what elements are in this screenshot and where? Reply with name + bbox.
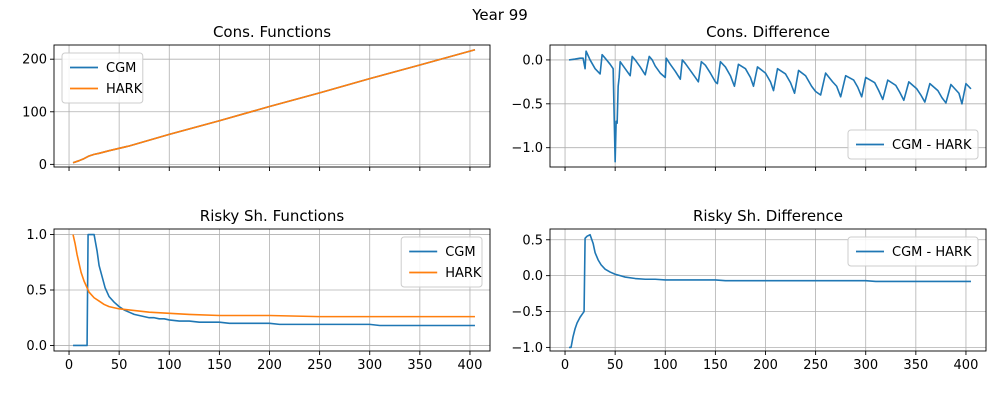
- risky-sh-functions-series-hark: [72, 234, 475, 318]
- cons-difference-ytick-label: 0.0: [522, 53, 543, 68]
- cons-functions-axes-frame: [53, 44, 491, 168]
- cons-difference-ytick-label: −1.0: [511, 141, 543, 156]
- cons-functions-series-hark: [72, 48, 476, 164]
- cons-difference-ytick-label: −0.5: [511, 97, 543, 112]
- risky-sh-functions-xtick-label: 350: [407, 358, 432, 373]
- risky-sh-functions-legend: CGM HARK: [400, 236, 483, 288]
- risky-sh-difference-xtick-label: 250: [803, 358, 828, 373]
- risky-sh-difference-xtick: 400: [954, 351, 979, 373]
- cons-difference-ytick: −1.0: [511, 141, 550, 156]
- figure-suptitle: Year 99: [471, 6, 528, 24]
- cons-functions-ytick-label: 200: [22, 53, 47, 68]
- risky-sh-functions-ytick: 1.0: [26, 228, 54, 243]
- risky-sh-functions-xtick-label: 200: [257, 358, 282, 373]
- risky-sh-functions-xtick: 200: [257, 351, 282, 373]
- risky-sh-difference-xtick-label: 100: [653, 358, 678, 373]
- cons-difference-ytick: −0.5: [511, 97, 550, 112]
- risky-sh-functions-xtick-label: 50: [111, 358, 128, 373]
- risky-sh-difference-xtick: 250: [803, 351, 828, 373]
- risky-sh-difference-title: Risky Sh. Difference: [693, 207, 843, 225]
- risky-sh-functions-xtick: 100: [157, 351, 182, 373]
- risky-sh-functions-xtick: 0: [65, 351, 73, 373]
- risky-sh-difference-xtick: 300: [853, 351, 878, 373]
- risky-sh-functions-title: Risky Sh. Functions: [200, 207, 345, 225]
- cons-difference-legend-box: [847, 129, 979, 160]
- risky-sh-functions-ytick: 0.5: [26, 284, 54, 299]
- risky-sh-functions-legend-label: CGM: [445, 245, 475, 260]
- risky-sh-difference-panel: 0 50 100 150 200 250 300 350 400 0.5 0.0 −0.5 −1.0 Ri…: [511, 207, 987, 373]
- risky-sh-functions-xtick-label: 100: [157, 358, 182, 373]
- risky-sh-difference-ytick: 0.0: [522, 269, 550, 284]
- risky-sh-difference-xtick: 0: [561, 351, 569, 373]
- risky-sh-functions-xtick: 300: [357, 351, 382, 373]
- risky-sh-functions-panel: 0 50 100 150 200 250 300 350 400 0.0 0.5 1.0 Risky S…: [26, 207, 491, 373]
- risky-sh-difference-legend-box: [847, 236, 979, 267]
- risky-sh-difference-xtick: 150: [703, 351, 728, 373]
- risky-sh-functions-xtick-label: 250: [307, 358, 332, 373]
- risky-sh-functions-xtick: 400: [458, 351, 483, 373]
- cons-functions-legend-label: HARK: [106, 82, 143, 97]
- cons-difference-legend-label: CGM - HARK: [892, 138, 972, 153]
- cons-functions-title: Cons. Functions: [213, 23, 331, 41]
- risky-sh-functions-series-cgm: [73, 233, 475, 347]
- risky-sh-difference-ytick-label: 0.5: [522, 233, 543, 248]
- risky-sh-difference-xtick-label: 150: [703, 358, 728, 373]
- risky-sh-functions-ytick-label: 0.0: [26, 339, 47, 354]
- risky-sh-difference-xtick-label: 0: [561, 358, 569, 373]
- cons-difference-title: Cons. Difference: [706, 23, 830, 41]
- cons-functions-ytick: 0: [39, 158, 54, 173]
- risky-sh-functions-xtick: 250: [307, 351, 332, 373]
- cons-difference-ytick: 0.0: [522, 53, 550, 68]
- cons-difference-series-cgm-hark: [568, 50, 972, 163]
- risky-sh-difference-legend-label: CGM - HARK: [892, 245, 972, 260]
- risky-sh-difference-ytick: −0.5: [511, 305, 550, 320]
- risky-sh-difference-xtick: 50: [607, 351, 624, 373]
- risky-sh-difference-xtick: 100: [653, 351, 678, 373]
- risky-sh-functions-ytick: 0.0: [26, 339, 54, 354]
- risky-sh-difference-xtick-label: 50: [607, 358, 624, 373]
- risky-sh-functions-ytick-label: 1.0: [26, 228, 47, 243]
- risky-sh-functions-xtick: 50: [111, 351, 128, 373]
- cons-functions-ytick: 100: [22, 105, 54, 120]
- risky-sh-difference-axes-frame: [549, 228, 987, 352]
- risky-sh-difference-xtick-label: 300: [853, 358, 878, 373]
- risky-sh-functions-xtick: 350: [407, 351, 432, 373]
- cons-functions-ytick-label: 0: [39, 158, 47, 173]
- risky-sh-difference-ytick: 0.5: [522, 233, 550, 248]
- cons-difference-axes-frame: [549, 44, 987, 168]
- risky-sh-functions-xtick-label: 150: [207, 358, 232, 373]
- risky-sh-functions-legend-box: [400, 236, 483, 288]
- risky-sh-difference-xtick-label: 350: [903, 358, 928, 373]
- risky-sh-difference-ytick: −1.0: [511, 341, 550, 356]
- cons-functions-ytick: 200: [22, 53, 54, 68]
- risky-sh-functions-xtick: 150: [207, 351, 232, 373]
- risky-sh-difference-ytick-label: −0.5: [511, 305, 543, 320]
- risky-sh-functions-ytick-label: 0.5: [26, 284, 47, 299]
- risky-sh-difference-xtick-label: 400: [954, 358, 979, 373]
- cons-functions-legend-label: CGM: [106, 61, 136, 76]
- cons-functions-legend-box: [61, 52, 144, 104]
- risky-sh-difference-xtick-label: 200: [753, 358, 778, 373]
- risky-sh-difference-ytick-label: 0.0: [522, 269, 543, 284]
- risky-sh-functions-xtick-label: 0: [65, 358, 73, 373]
- cons-functions-legend: CGM HARK: [61, 52, 144, 104]
- risky-sh-functions-xtick-label: 300: [357, 358, 382, 373]
- cons-difference-panel: 0.0 −0.5 −1.0 Cons. Difference CGM - HARK: [511, 23, 987, 171]
- cons-functions-panel: 0 100 200 Cons. Functions CGM HARK: [22, 23, 491, 173]
- cons-functions-ytick-label: 100: [22, 105, 47, 120]
- risky-sh-difference-xtick: 200: [753, 351, 778, 373]
- risky-sh-functions-legend-label: HARK: [445, 266, 482, 281]
- risky-sh-difference-series-cgm-hark: [569, 233, 971, 349]
- risky-sh-functions-xtick-label: 400: [458, 358, 483, 373]
- risky-sh-difference-xtick: 350: [903, 351, 928, 373]
- cons-difference-legend: CGM - HARK: [847, 129, 979, 160]
- risky-sh-difference-ytick-label: −1.0: [511, 341, 543, 356]
- risky-sh-difference-legend: CGM - HARK: [847, 236, 979, 267]
